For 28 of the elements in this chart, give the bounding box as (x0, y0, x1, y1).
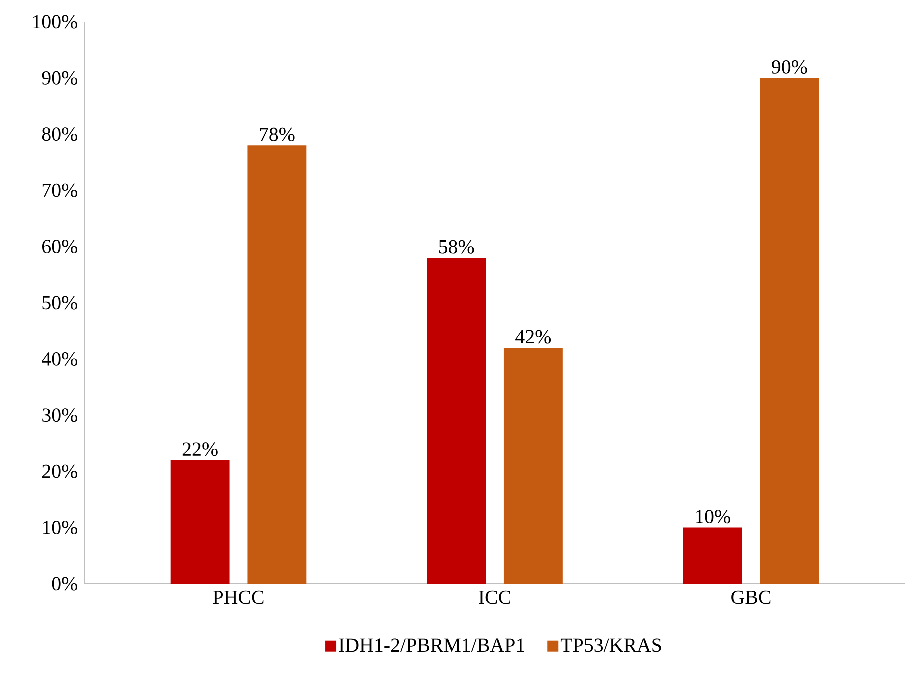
bar (504, 348, 563, 584)
bar (683, 528, 742, 584)
bar (170, 460, 230, 584)
y-tick-label: 60% (42, 240, 78, 254)
y-tick-label: 70% (42, 184, 78, 198)
data-label: 42% (516, 330, 552, 344)
y-tick-label: 20% (42, 464, 78, 478)
y-tick-label: 40% (42, 352, 78, 366)
y-tick-label: 90% (42, 71, 78, 85)
x-tick-label: PHCC (213, 590, 264, 604)
data-label: 22% (182, 442, 218, 456)
data-label: 78% (260, 128, 295, 142)
data-label: 10% (696, 510, 730, 524)
bar (248, 146, 307, 584)
legend-label: TP53/KRAS (560, 638, 662, 652)
y-tick-label: 100% (33, 15, 78, 29)
x-tick-label: GBC (732, 590, 771, 604)
legend-label: IDH1-2/PBRM1/BAP1 (339, 638, 524, 652)
y-tick-label: 0% (52, 577, 78, 591)
y-tick-label: 30% (42, 408, 78, 422)
y-tick-label: 80% (42, 128, 78, 142)
data-label: 90% (772, 60, 808, 74)
bar (427, 258, 486, 584)
x-tick-label: ICC (479, 590, 511, 604)
bar (760, 78, 820, 584)
data-label: 58% (439, 240, 474, 254)
y-tick-label: 10% (43, 521, 78, 535)
y-tick-label: 50% (42, 296, 78, 310)
